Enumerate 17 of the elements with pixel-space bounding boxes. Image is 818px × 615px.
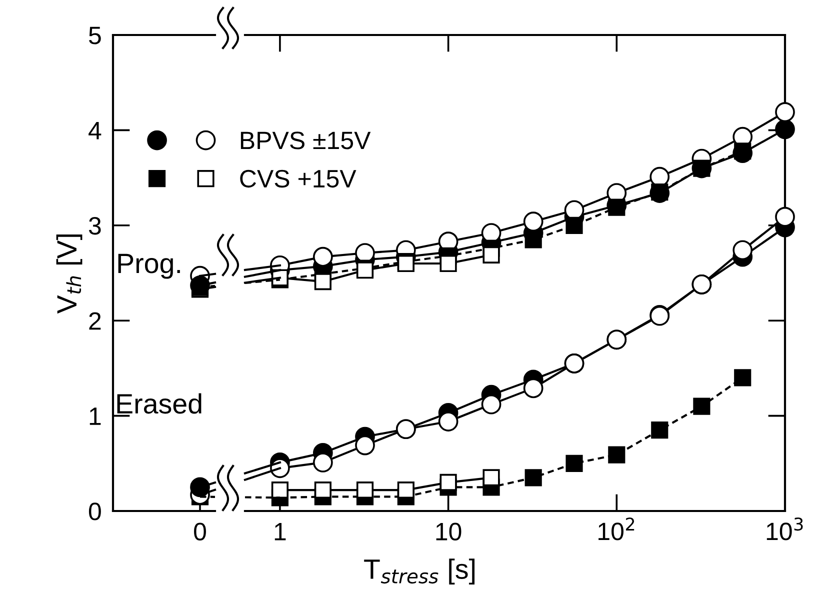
x-tick-label: 0 (194, 522, 206, 540)
x-axis-title: T$_{stress}$ [s] (364, 558, 474, 584)
y-tick-label: 3 (88, 217, 101, 235)
annotation: Prog. (118, 254, 180, 279)
x-tick-label: 10$^{2}$ (598, 517, 634, 540)
y-tick-label: 2 (89, 312, 101, 330)
x-tick-label: 10 (436, 522, 462, 540)
x-tick-label: 10$^{3}$ (766, 517, 803, 540)
legend-label: CVS +15V (240, 170, 356, 188)
y-tick-label: 1 (90, 408, 101, 425)
y-tick-label: 0 (88, 502, 101, 520)
y-tick-label: 5 (88, 26, 101, 44)
x-tick-label: 1 (274, 523, 286, 540)
y-axis-title: V$_{th}$ [V] (56, 234, 82, 314)
legend-label: BPVS ±15V (240, 132, 371, 150)
annotation: Erased (117, 393, 202, 414)
y-tick-label: 4 (88, 122, 102, 140)
